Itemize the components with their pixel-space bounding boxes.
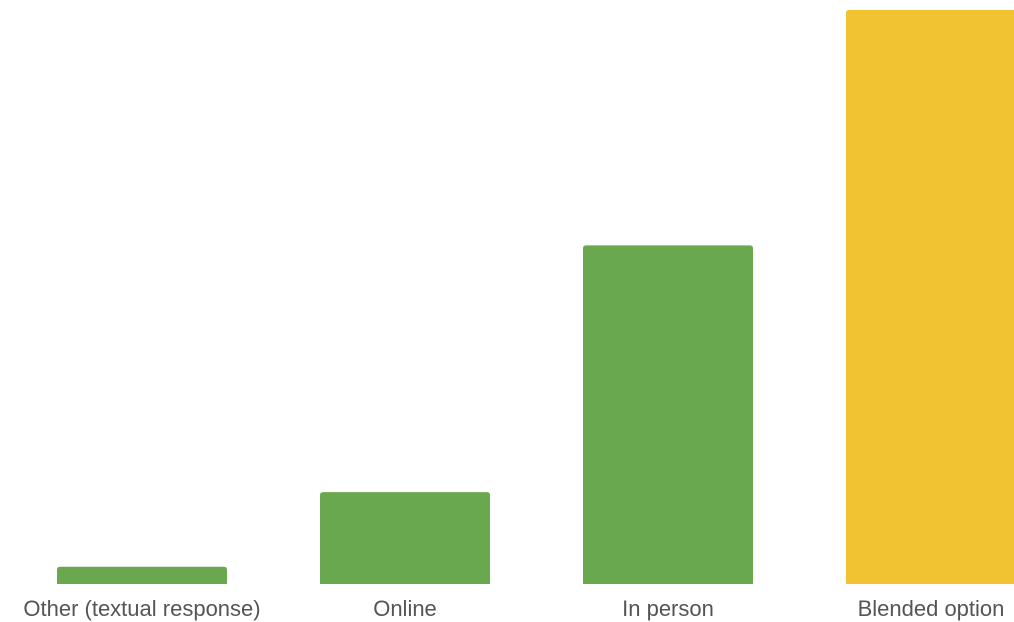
category-labels-group: Other (textual response) Online In person B…	[23, 596, 1004, 621]
category-label-online: Online	[373, 596, 437, 621]
bar-blended-option	[846, 10, 1014, 584]
bar-in-person	[583, 245, 753, 584]
bar-other-textual-response	[57, 566, 227, 584]
category-label-other-textual-response: Other (textual response)	[23, 596, 260, 621]
category-label-blended-option: Blended option	[858, 596, 1005, 621]
bar-online	[320, 492, 490, 584]
bars-group	[57, 10, 1014, 584]
category-label-in-person: In person	[622, 596, 714, 621]
